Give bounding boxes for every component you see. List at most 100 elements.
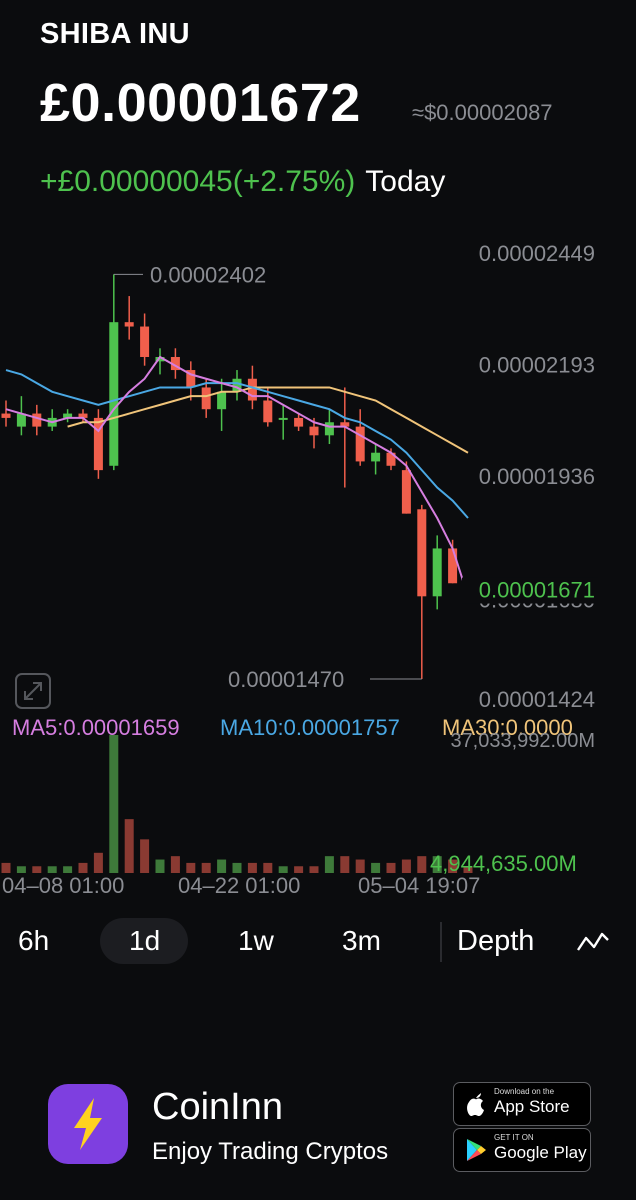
volume-bar (463, 866, 473, 873)
candle-body (186, 370, 196, 388)
volume-bar (278, 866, 288, 873)
volume-bar (263, 862, 273, 873)
candle-body (63, 413, 73, 418)
ma30-line (67, 386, 469, 454)
ma10-line (5, 369, 469, 519)
price-change: +£0.00000045(+2.75%) (40, 165, 356, 198)
ma10-legend: MA10:0.00001757 (220, 715, 400, 740)
timeframe-bar: 6h 1d 1w 3m Depth (0, 908, 636, 972)
candle-body (294, 417, 304, 427)
volume-bar (155, 859, 165, 873)
volume-last-label: 4,944,635.00M (430, 851, 577, 876)
candle-body (263, 400, 273, 423)
candle-body (309, 426, 319, 436)
tab-3m[interactable]: 3m (342, 925, 381, 956)
volume-bar (201, 862, 211, 873)
change-period: Today (365, 165, 446, 198)
candle-body (324, 422, 334, 436)
y-tick-label: 0.00002449 (479, 241, 595, 266)
tab-1w[interactable]: 1w (238, 925, 274, 956)
volume-bar (16, 866, 26, 873)
volume-bar (186, 862, 196, 873)
selected-timeframe-highlight (100, 918, 188, 964)
candle-body (109, 322, 119, 466)
candle-body (232, 378, 242, 392)
y-tick-label: 0.00001936 (479, 464, 595, 489)
price-usd-equivalent: ≈$0.00002087 (412, 100, 553, 125)
candle-body (386, 452, 396, 466)
app-logo (48, 1084, 128, 1164)
app-store-small-text: Download on the (494, 1087, 555, 1096)
promo-banner: CoinInn Enjoy Trading Cryptos Download o… (0, 1068, 636, 1188)
volume-bar (309, 866, 319, 873)
volume-bar (247, 862, 257, 873)
volume-bar (124, 819, 134, 873)
ma5-legend: MA5:0.00001659 (12, 715, 180, 740)
google-play-badge[interactable]: GET IT ON Google Play (453, 1128, 591, 1172)
high-annotation: 0.00002402 (150, 262, 266, 287)
volume-bar (170, 856, 180, 873)
current-price: £0.00001672 (40, 73, 361, 133)
app-store-badge[interactable]: Download on the App Store (453, 1082, 591, 1126)
volume-bar (232, 862, 242, 873)
y-tick-label: 0.00002193 (479, 352, 595, 377)
volume-bar (340, 856, 350, 873)
candle-body (1, 413, 11, 418)
candle-body (371, 452, 381, 462)
volume-bar (355, 859, 365, 873)
volume-bar (324, 856, 334, 873)
candle-body (93, 417, 103, 471)
coin-name: SHIBA INU (40, 18, 190, 50)
candle-body (201, 387, 211, 410)
volume-bar (371, 862, 381, 873)
candle-body (355, 426, 365, 462)
candle-body (340, 422, 350, 427)
volume-bar (1, 862, 11, 873)
ma30-legend: MA30:0.0000 (442, 715, 573, 740)
candle-body (448, 548, 458, 584)
volume-max-label: 37,033,992.00M (450, 730, 595, 752)
last-price-label: 0.00001671 (479, 578, 595, 603)
volume-bar (217, 859, 227, 873)
low-annotation: 0.00001470 (228, 667, 344, 692)
candle-body (432, 548, 442, 597)
volume-bar (93, 852, 103, 873)
volume-bar (32, 866, 42, 873)
candle-body (247, 378, 257, 401)
divider (440, 922, 442, 962)
candle-body (124, 322, 134, 327)
google-play-label: Google Play (494, 1143, 587, 1162)
x-label: 04–22 01:00 (178, 873, 300, 898)
candle-body (16, 413, 26, 427)
volume-bar (448, 859, 458, 873)
y-tick-label: 0.00001424 (479, 687, 595, 712)
volume-bar (78, 862, 88, 873)
volume-bar (386, 862, 396, 873)
google-play-icon (467, 1139, 486, 1161)
apple-icon (467, 1093, 484, 1116)
x-label: 04–08 01:00 (2, 873, 124, 898)
tab-1d[interactable]: 1d (129, 925, 161, 956)
volume-bar (63, 866, 73, 873)
app-store-label: App Store (494, 1097, 570, 1116)
volume-bar (401, 859, 411, 873)
app-tagline: Enjoy Trading Cryptos (152, 1138, 389, 1165)
candle-body (140, 326, 150, 357)
volume-bar (417, 856, 427, 873)
tab-6h[interactable]: 6h (18, 925, 50, 956)
candle-body (170, 356, 180, 371)
ma5-line (5, 355, 469, 597)
candle-body (155, 356, 165, 362)
line-chart-icon[interactable] (576, 930, 610, 954)
tab-depth[interactable]: Depth (457, 925, 535, 957)
app-name: CoinInn (152, 1086, 283, 1128)
candle-body (417, 509, 427, 597)
price-change-row: +£0.00000045(+2.75%) Today (40, 165, 445, 199)
candle-body (401, 470, 411, 514)
google-play-small-text: GET IT ON (494, 1133, 534, 1142)
volume-bar (47, 866, 57, 873)
candle-body (278, 417, 288, 420)
expand-icon[interactable] (15, 673, 51, 709)
candlestick-chart[interactable]: 0.00002449 0.00002193 0.00001936 0.00001424… (0, 235, 636, 900)
volume-bar (109, 735, 119, 873)
